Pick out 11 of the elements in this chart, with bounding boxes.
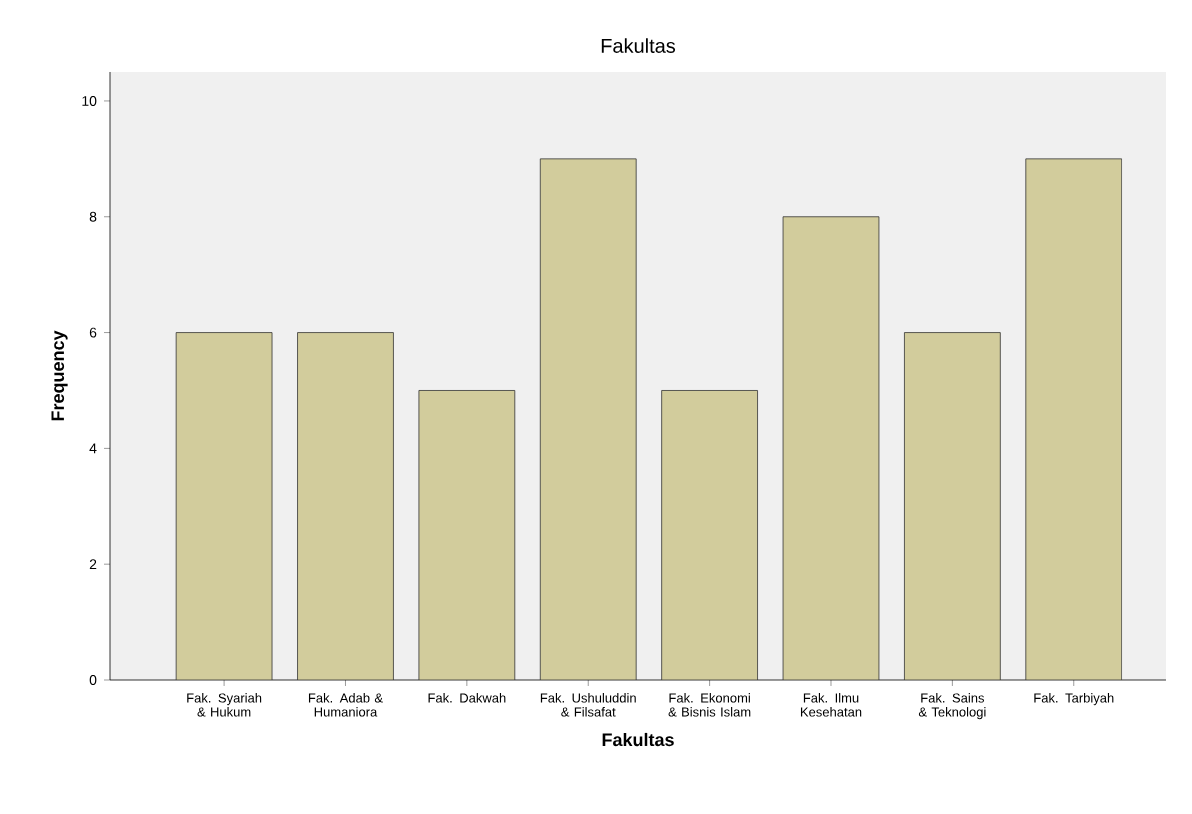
bar bbox=[1025, 158, 1123, 680]
x-axis-title: Fakultas bbox=[602, 732, 674, 747]
bar bbox=[297, 332, 394, 680]
bar bbox=[782, 216, 880, 680]
bar bbox=[175, 332, 273, 680]
bar bbox=[661, 390, 758, 680]
bar bbox=[539, 158, 637, 680]
y-axis-title: Frequency bbox=[51, 330, 68, 421]
chart-title: Fakultas bbox=[601, 38, 676, 53]
bar bbox=[904, 332, 1001, 680]
bar bbox=[418, 390, 516, 680]
